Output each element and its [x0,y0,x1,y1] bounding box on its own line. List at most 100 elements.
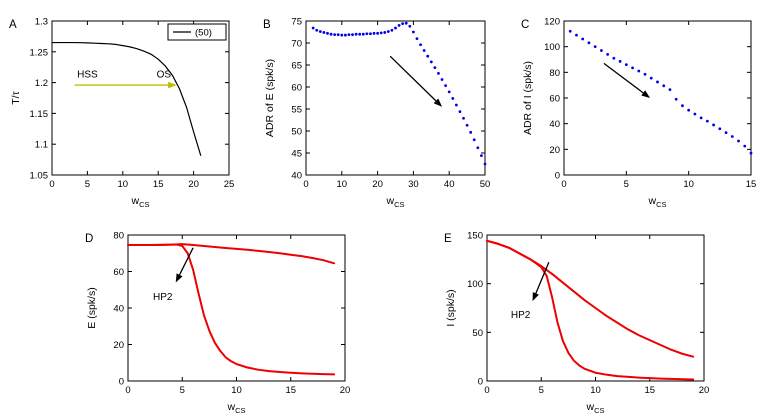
annotation-arrow-D-0 [175,247,194,283]
y-tick-label: 20 [113,340,124,351]
y-tick-label: 0 [119,377,124,388]
y-tick-label: 60 [113,267,124,278]
axes-box [127,234,346,382]
chart-C: C 0 5 10 15 0 20 40 60 80 100 120 wCS ADR of I (spk/s… [521,17,756,209]
series-D-1 [127,243,336,376]
panel-E: E 0 5 10 15 20 0 50 100 150 wCS I (spk/s) HP2 [443,222,713,415]
chart-D: D 0 5 10 15 20 0 20 40 60 80 wCS E (spk/s) HP2 [85,231,350,415]
y-tick-label: 1.25 [30,47,49,58]
annotation-hp2: HP2 [511,310,531,321]
legend-label: (50) [195,28,212,39]
y-tick-label: 55 [291,105,302,116]
axes-box [305,20,486,176]
x-tick-label: 10 [337,179,348,190]
panel-letter-D: D [85,233,93,245]
chart-B: B 0 10 20 30 40 50 40 45 50 55 60 65 70 75 wCS ADR of E … [263,17,490,209]
x-tick-label: 10 [118,179,129,190]
annotation-arrow-B-0 [389,55,443,107]
x-tick-label: 5 [180,385,185,396]
panel-A: A 0 5 10 15 20 25 1.05 1.1 1.15 1.2 1.25 1.3 wCS T/τ HS… [8,8,238,209]
ticks-and-labels: 0 5 10 15 20 25 1.05 1.1 1.15 1.2 1.25 1.3 [30,17,235,191]
y-tick-label: 100 [544,42,560,53]
x-tick-label: 50 [480,179,491,190]
chart-A: A 0 5 10 15 20 25 1.05 1.1 1.15 1.2 1.25 1.3 wCS T/τ HS… [9,17,235,209]
panel-C: C 0 5 10 15 0 20 40 60 80 100 120 wCS ADR of I (spk/s… [520,8,760,209]
y-tick-label: 60 [549,94,560,105]
y-tick-label: 40 [113,304,124,315]
y-axis-label: E (spk/s) [86,287,98,328]
x-tick-label: 20 [699,385,710,396]
annotation-hss: HSS [77,70,98,81]
y-tick-label: 150 [467,231,483,242]
panel-B: B 0 10 20 30 40 50 40 45 50 55 60 65 70 75 wCS ADR of E … [262,8,494,209]
y-tick-label: 1.3 [35,17,48,28]
y-axis-label: T/τ [10,90,22,104]
x-tick-label: 15 [153,179,164,190]
chart-E: E 0 5 10 15 20 0 50 100 150 wCS I (spk/s) HP2 [444,231,709,415]
x-tick-label: 40 [444,179,455,190]
y-tick-label: 0 [478,377,483,388]
series-C-0 [568,29,753,155]
y-tick-label: 20 [549,145,560,156]
panel-letter-C: C [521,19,529,31]
panel-letter-A: A [9,19,17,31]
x-tick-label: 5 [539,385,544,396]
annotation-arrow-C-0 [603,62,651,98]
x-tick-label: 5 [85,179,90,190]
axes-box [51,20,230,176]
x-tick-label: 30 [408,179,419,190]
x-tick-label: 10 [590,385,601,396]
y-tick-label: 40 [291,171,302,182]
y-tick-label: 60 [291,83,302,94]
annotation-os: OS [157,70,172,81]
ticks-and-labels: 0 10 20 30 40 50 40 45 50 55 60 65 70 75 [291,17,490,191]
legend: (50) [167,23,227,41]
panel-letter-E: E [444,233,452,245]
panel-D: D 0 5 10 15 20 0 20 40 60 80 wCS E (spk/s) HP2 [84,222,354,415]
x-tick-label: 25 [224,179,235,190]
series-E-1 [486,239,695,381]
x-tick-label: 10 [683,179,694,190]
y-axis-label: ADR of E (spk/s) [264,59,276,137]
axes-box [563,20,752,176]
y-tick-label: 65 [291,61,302,72]
series-A-0 [51,41,202,156]
x-tick-label: 0 [561,179,566,190]
y-tick-label: 50 [472,328,483,339]
x-tick-label: 20 [188,179,199,190]
x-axis-label: wCS [130,195,149,208]
x-tick-label: 15 [746,179,757,190]
x-axis-label: wCS [585,401,604,414]
y-tick-label: 120 [544,17,560,28]
y-tick-label: 80 [549,68,560,79]
x-axis-label: wCS [385,195,404,208]
y-tick-label: 0 [555,171,560,182]
panel-letter-B: B [263,19,271,31]
y-tick-label: 45 [291,149,302,160]
x-tick-label: 15 [644,385,655,396]
annotation-arrow-E-0 [532,262,550,302]
y-tick-label: 40 [549,119,560,130]
ticks-and-labels: 0 5 10 15 20 0 20 40 60 80 [113,231,350,397]
x-tick-label: 0 [484,385,489,396]
ticks-and-labels: 0 5 10 15 0 20 40 60 80 100 120 [544,17,756,191]
x-tick-label: 0 [125,385,130,396]
annotation-arrow-A-0 [74,81,177,89]
y-tick-label: 80 [113,231,124,242]
series-B-0 [311,21,487,166]
y-axis-label: ADR of I (spk/s) [522,61,534,135]
ticks-and-labels: 0 5 10 15 20 0 50 100 150 [467,231,709,397]
y-tick-label: 1.15 [30,109,49,120]
x-tick-label: 5 [624,179,629,190]
x-tick-label: 15 [285,385,296,396]
x-axis-label: wCS [647,195,666,208]
x-tick-label: 0 [49,179,54,190]
y-tick-label: 1.2 [35,78,48,89]
annotation-hp2: HP2 [153,292,173,303]
y-tick-label: 1.1 [35,140,48,151]
x-axis-label: wCS [226,401,245,414]
y-tick-label: 70 [291,39,302,50]
x-tick-label: 10 [231,385,242,396]
y-axis-label: I (spk/s) [445,289,457,326]
